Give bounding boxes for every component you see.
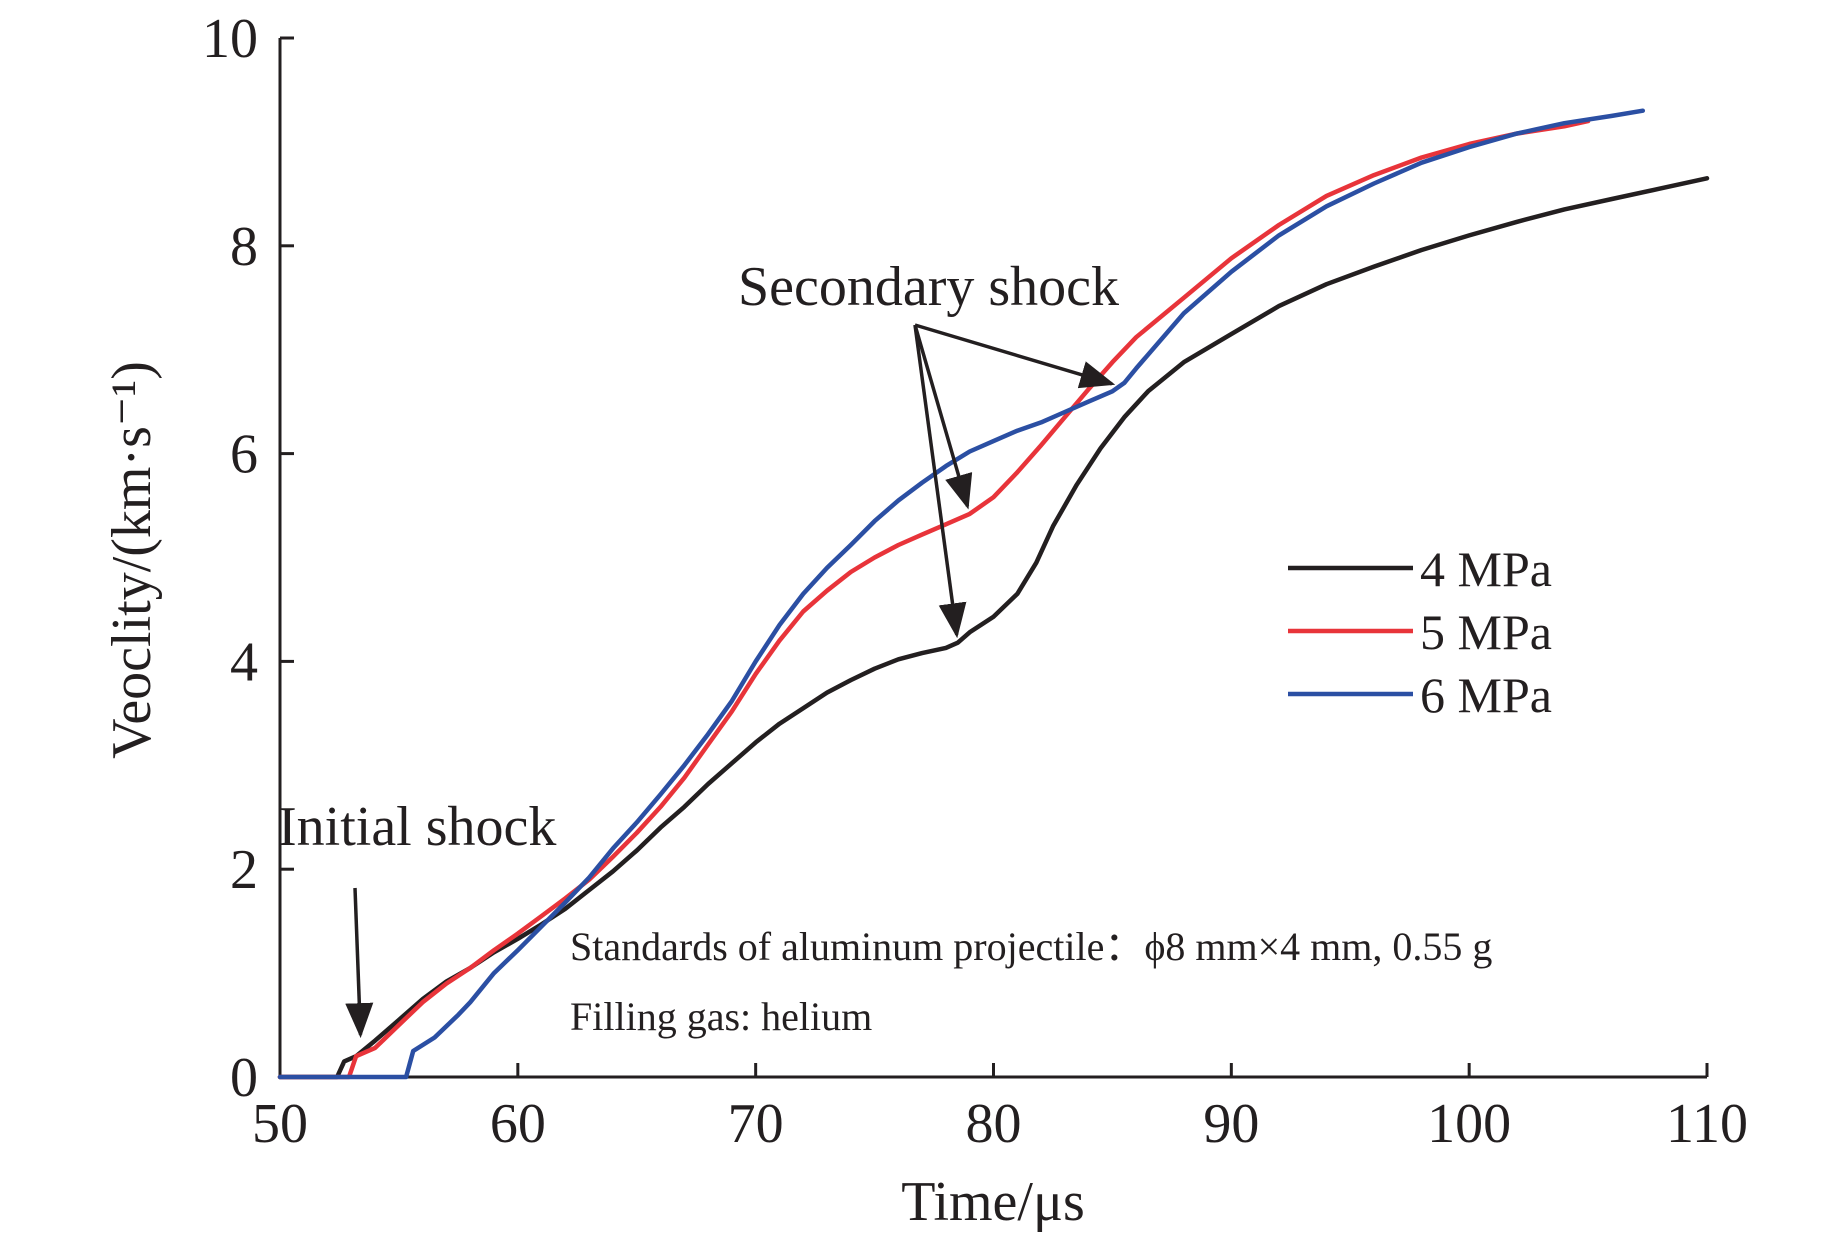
legend-label: 4 MPa — [1420, 541, 1552, 597]
y-tick-label: 0 — [230, 1047, 258, 1109]
secondary-shock-label: Secondary shock — [738, 256, 1119, 318]
x-tick-label: 100 — [1427, 1093, 1511, 1155]
projectile-note: Standards of aluminum projectile：ϕ8 mm×4… — [570, 924, 1492, 969]
legend: 4 MPa 5 MPa 6 MPa — [1288, 541, 1552, 723]
x-tick-label: 110 — [1666, 1093, 1748, 1155]
gas-note: Filling gas: helium — [570, 994, 872, 1039]
x-axis-title: Time/μs — [901, 1171, 1085, 1233]
y-axis-title: Veoclity/(km·s⁻¹) — [101, 361, 163, 759]
series-line-5-mpa — [277, 118, 1591, 1080]
legend-label: 6 MPa — [1420, 667, 1552, 723]
series-line-6-mpa — [277, 108, 1646, 1080]
legend-label: 5 MPa — [1420, 604, 1552, 660]
secondary-shock-arrow — [913, 324, 973, 510]
x-tick-label: 90 — [1203, 1093, 1259, 1155]
x-tick-label: 70 — [728, 1093, 784, 1155]
initial-shock-arrow — [345, 887, 374, 1039]
secondary-shock-arrow — [914, 323, 1116, 389]
y-tick-label: 6 — [230, 424, 258, 486]
series-group — [277, 108, 1710, 1080]
annotation-arrows — [345, 323, 1116, 1039]
initial-shock-label: Initial shock — [278, 796, 556, 858]
y-tick-label: 4 — [230, 631, 258, 693]
x-ticks: 50 60 70 80 90 100 110 — [252, 1063, 1748, 1155]
x-tick-label: 50 — [252, 1093, 308, 1155]
y-ticks: 0 2 4 6 8 10 — [202, 8, 294, 1109]
secondary-shock-arrow — [913, 324, 967, 639]
x-tick-label: 60 — [490, 1093, 546, 1155]
y-tick-label: 10 — [202, 8, 258, 70]
y-tick-label: 8 — [230, 216, 258, 278]
y-tick-label: 2 — [230, 839, 258, 901]
x-tick-label: 80 — [966, 1093, 1022, 1155]
